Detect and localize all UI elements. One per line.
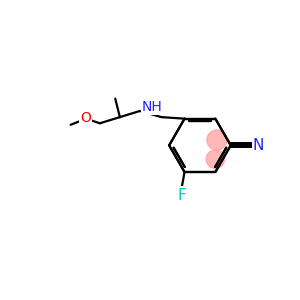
Circle shape xyxy=(206,150,225,168)
Text: N: N xyxy=(253,138,264,153)
Circle shape xyxy=(207,130,227,150)
Text: O: O xyxy=(80,111,91,125)
Text: F: F xyxy=(177,188,186,202)
Text: NH: NH xyxy=(142,100,163,114)
